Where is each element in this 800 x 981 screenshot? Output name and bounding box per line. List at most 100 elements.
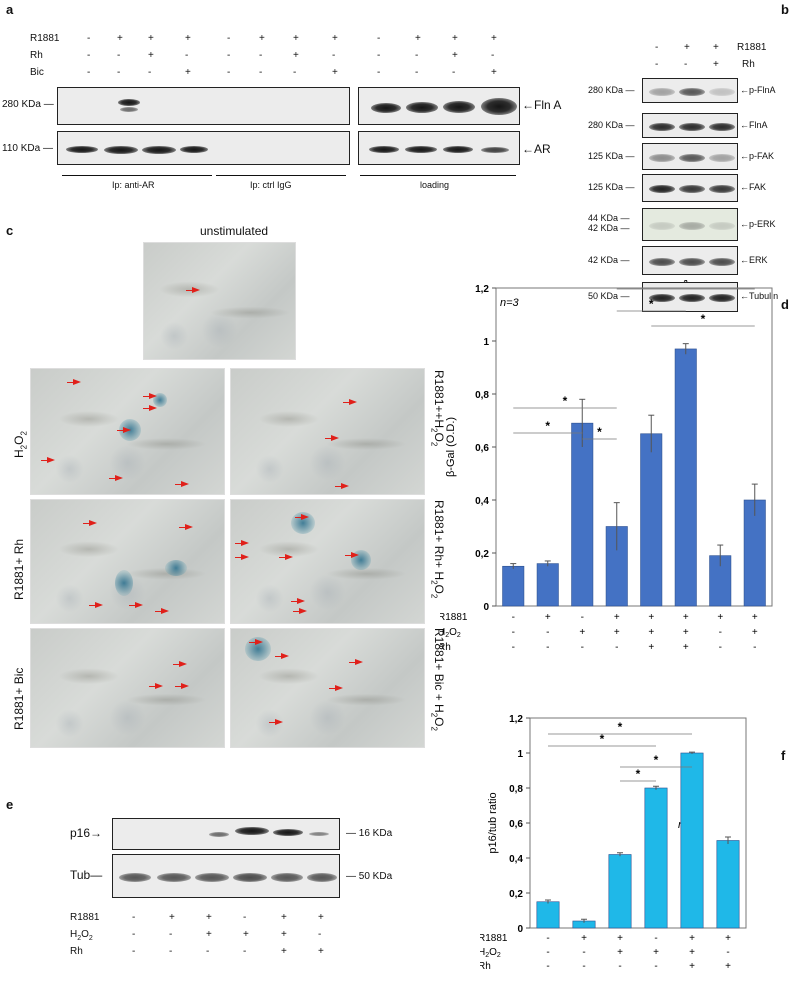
bar (608, 854, 632, 929)
condition-mark: - (512, 627, 515, 638)
condition-mark: - (377, 67, 381, 78)
bar (743, 499, 766, 607)
condition-mark: - (169, 946, 173, 957)
condition-label: Rh (480, 961, 491, 972)
condition-mark: - (753, 642, 756, 650)
blot-p-flna (642, 78, 738, 103)
significance-star: * (683, 280, 688, 289)
label-tub: Tub— (70, 868, 103, 882)
condition-mark: + (281, 912, 287, 923)
bar (571, 422, 594, 607)
condition-mark: + (689, 961, 695, 972)
mw-label: 125 KDa — (588, 150, 635, 161)
condition-mark: - (512, 642, 515, 650)
condition-mark: - (206, 946, 210, 957)
condition-mark: + (581, 933, 587, 944)
micrograph-r1881-h2o2 (230, 368, 425, 495)
condition-mark: + (614, 612, 620, 623)
condition-mark: + (452, 33, 458, 44)
condition-mark: + (243, 929, 249, 940)
condition-mark: + (185, 67, 191, 78)
micrograph-r1881-rh-h2o2 (230, 499, 425, 624)
mw-label: 50 KDa — (588, 291, 630, 301)
significance-star: * (636, 767, 641, 781)
y-tick-label: 0 (517, 924, 523, 935)
bar (536, 563, 559, 607)
condition-mark: + (491, 67, 497, 78)
condition-mark: + (648, 612, 654, 623)
condition-mark: + (293, 33, 299, 44)
condition-mark: - (332, 50, 336, 61)
y-tick-label: 1 (483, 337, 489, 348)
condition-mark: - (227, 50, 231, 61)
condition-mark: + (259, 33, 265, 44)
condition-mark: - (654, 961, 657, 972)
panel-label-d: d (781, 297, 789, 312)
condition-label: Rh (30, 50, 43, 61)
condition-mark: - (726, 947, 729, 958)
y-tick-label: 0,6 (475, 443, 489, 454)
group-line-ip-igg (216, 175, 346, 176)
target-flna-label: ←Fln A (522, 98, 562, 112)
condition-label: R1881 (480, 933, 508, 944)
condition-mark: - (169, 929, 173, 940)
condition-mark: - (684, 59, 688, 70)
blot-p16 (112, 818, 340, 850)
condition-mark: - (117, 67, 121, 78)
mw-280-label: 280 KDa — (2, 99, 54, 110)
y-axis-label: β-Gal (O.D.) (445, 417, 457, 477)
condition-mark: + (148, 33, 154, 44)
mw-label: 125 KDa — (588, 182, 635, 192)
condition-mark: + (683, 612, 689, 623)
condition-mark: - (243, 946, 247, 957)
blot-tubulin (642, 282, 738, 312)
condition-mark: - (132, 929, 136, 940)
condition-mark: - (618, 961, 621, 972)
condition-mark: + (415, 33, 421, 44)
condition-mark: - (293, 67, 297, 78)
condition-mark: - (581, 612, 584, 623)
group-line-loading (360, 175, 516, 176)
micrograph-r1881-bic-h2o2 (230, 628, 425, 748)
condition-mark: + (752, 627, 758, 638)
label-p16: p16→ (70, 826, 103, 840)
condition-mark: - (318, 929, 322, 940)
panel-label-c: c (6, 223, 14, 238)
condition-mark: - (87, 33, 91, 44)
blot-fak (642, 174, 738, 202)
condition-mark: - (227, 33, 231, 44)
condition-mark: + (653, 947, 659, 958)
condition-mark: - (655, 42, 659, 53)
group-label-ip-igg: Ip: ctrl IgG (250, 180, 292, 190)
condition-mark: + (579, 627, 585, 638)
mw-label: 280 KDa — (588, 119, 635, 130)
bar (502, 565, 525, 607)
blot-flna (642, 113, 738, 138)
panel-label-e: e (6, 797, 14, 812)
y-tick-label: 0,8 (475, 390, 489, 401)
condition-mark: + (689, 947, 695, 958)
mw-50-label: — 50 KDa (346, 871, 393, 882)
blot-p-fak (642, 143, 738, 170)
condition-mark: + (713, 59, 719, 70)
condition-mark: - (259, 67, 263, 78)
condition-mark: - (227, 67, 231, 78)
condition-label: R1881 (737, 42, 767, 53)
group-label-ip-ar: Ip: anti-AR (112, 180, 155, 190)
y-tick-label: 0,2 (509, 889, 523, 900)
condition-mark: - (87, 67, 91, 78)
significance-star: * (563, 394, 568, 408)
condition-mark: - (615, 642, 618, 650)
condition-mark: - (259, 50, 263, 61)
condition-mark: + (725, 961, 731, 972)
target-label: ←p-FAK (740, 150, 775, 161)
condition-mark: + (332, 33, 338, 44)
condition-mark: + (617, 933, 623, 944)
condition-mark: - (546, 933, 549, 944)
panel-label-f: f (781, 748, 786, 763)
condition-mark: + (545, 612, 551, 623)
bar (644, 787, 668, 929)
condition-label: R1881 (70, 912, 100, 923)
condition-mark: + (648, 642, 654, 650)
